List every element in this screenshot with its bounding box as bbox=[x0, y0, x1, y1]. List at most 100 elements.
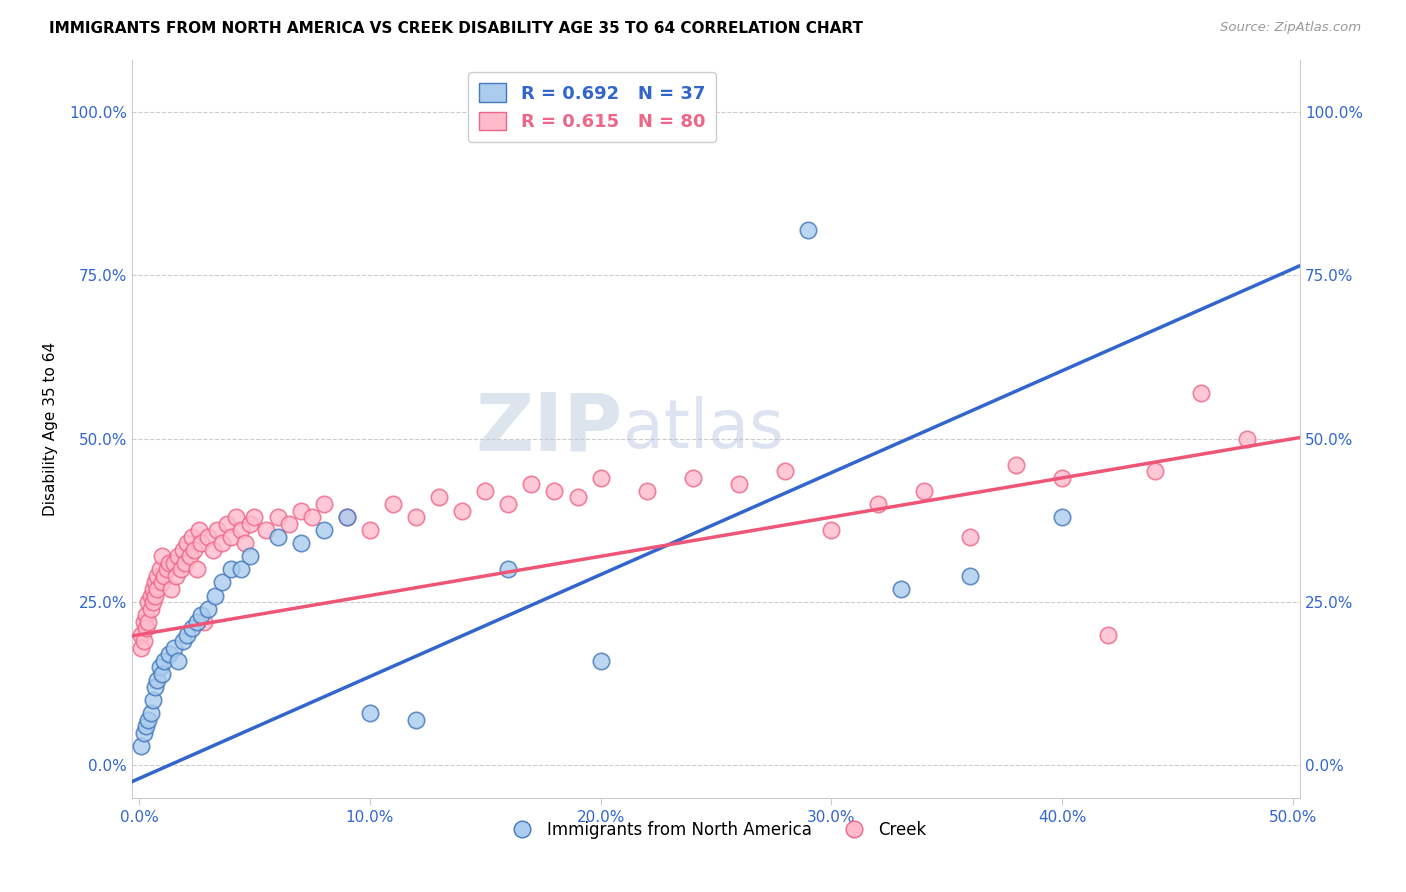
Point bbox=[131, 739, 153, 753]
Point bbox=[728, 477, 751, 491]
Point bbox=[866, 497, 889, 511]
Point bbox=[143, 589, 166, 603]
Point bbox=[201, 542, 224, 557]
Point bbox=[229, 562, 252, 576]
Point bbox=[156, 562, 179, 576]
Point bbox=[172, 634, 194, 648]
Point bbox=[146, 569, 169, 583]
Point bbox=[229, 523, 252, 537]
Point bbox=[405, 713, 427, 727]
Point bbox=[162, 556, 184, 570]
Point bbox=[890, 582, 912, 596]
Point bbox=[278, 516, 301, 531]
Point bbox=[136, 615, 159, 629]
Point bbox=[139, 706, 162, 721]
Point bbox=[239, 516, 262, 531]
Y-axis label: Disability Age 35 to 64: Disability Age 35 to 64 bbox=[44, 342, 58, 516]
Point bbox=[132, 726, 155, 740]
Legend: Immigrants from North America, Creek: Immigrants from North America, Creek bbox=[499, 814, 934, 846]
Point bbox=[498, 497, 520, 511]
Point bbox=[312, 497, 335, 511]
Point bbox=[167, 654, 190, 668]
Point bbox=[139, 589, 162, 603]
Point bbox=[146, 582, 169, 596]
Point bbox=[135, 621, 157, 635]
Point bbox=[142, 582, 165, 596]
Point bbox=[150, 549, 173, 564]
Point bbox=[149, 660, 172, 674]
Point bbox=[520, 477, 543, 491]
Point bbox=[381, 497, 404, 511]
Point bbox=[186, 562, 208, 576]
Point bbox=[589, 471, 612, 485]
Point bbox=[183, 542, 205, 557]
Point bbox=[1143, 464, 1166, 478]
Point bbox=[176, 536, 198, 550]
Point bbox=[359, 706, 381, 721]
Point bbox=[405, 510, 427, 524]
Point bbox=[543, 483, 565, 498]
Point bbox=[589, 654, 612, 668]
Point bbox=[136, 595, 159, 609]
Text: atlas: atlas bbox=[623, 396, 783, 462]
Point bbox=[312, 523, 335, 537]
Point bbox=[150, 575, 173, 590]
Point bbox=[1005, 458, 1028, 472]
Point bbox=[193, 615, 215, 629]
Point bbox=[959, 530, 981, 544]
Point bbox=[165, 569, 187, 583]
Point bbox=[139, 601, 162, 615]
Point bbox=[359, 523, 381, 537]
Point bbox=[1097, 628, 1119, 642]
Point bbox=[135, 608, 157, 623]
Text: Source: ZipAtlas.com: Source: ZipAtlas.com bbox=[1220, 21, 1361, 34]
Point bbox=[153, 654, 176, 668]
Point bbox=[301, 510, 323, 524]
Point bbox=[290, 503, 312, 517]
Point bbox=[174, 556, 197, 570]
Point bbox=[150, 667, 173, 681]
Point bbox=[146, 673, 169, 688]
Point bbox=[131, 628, 153, 642]
Text: IMMIGRANTS FROM NORTH AMERICA VS CREEK DISABILITY AGE 35 TO 64 CORRELATION CHART: IMMIGRANTS FROM NORTH AMERICA VS CREEK D… bbox=[49, 21, 863, 36]
Point bbox=[211, 536, 233, 550]
Point bbox=[912, 483, 935, 498]
Point bbox=[243, 510, 266, 524]
Point bbox=[567, 491, 589, 505]
Point bbox=[132, 634, 155, 648]
Point bbox=[179, 549, 201, 564]
Point bbox=[336, 510, 359, 524]
Point bbox=[190, 536, 212, 550]
Point bbox=[142, 693, 165, 707]
Point bbox=[1052, 471, 1074, 485]
Point bbox=[290, 536, 312, 550]
Point bbox=[221, 530, 243, 544]
Point bbox=[474, 483, 496, 498]
Point bbox=[1052, 510, 1074, 524]
Point bbox=[266, 530, 288, 544]
Point bbox=[820, 523, 842, 537]
Point bbox=[451, 503, 474, 517]
Point bbox=[498, 562, 520, 576]
Point bbox=[636, 483, 658, 498]
Point bbox=[136, 713, 159, 727]
Point bbox=[142, 595, 165, 609]
Point bbox=[336, 510, 359, 524]
Point bbox=[172, 542, 194, 557]
Point bbox=[233, 536, 256, 550]
Point bbox=[427, 491, 450, 505]
Point bbox=[254, 523, 277, 537]
Point bbox=[959, 569, 981, 583]
Point bbox=[143, 680, 166, 694]
Text: ZIP: ZIP bbox=[475, 390, 623, 468]
Point bbox=[682, 471, 704, 485]
Point bbox=[1189, 385, 1212, 400]
Point bbox=[181, 621, 204, 635]
Point bbox=[181, 530, 204, 544]
Point bbox=[167, 549, 190, 564]
Point bbox=[1236, 432, 1258, 446]
Point bbox=[131, 640, 153, 655]
Point bbox=[211, 575, 233, 590]
Point bbox=[143, 575, 166, 590]
Point bbox=[204, 589, 226, 603]
